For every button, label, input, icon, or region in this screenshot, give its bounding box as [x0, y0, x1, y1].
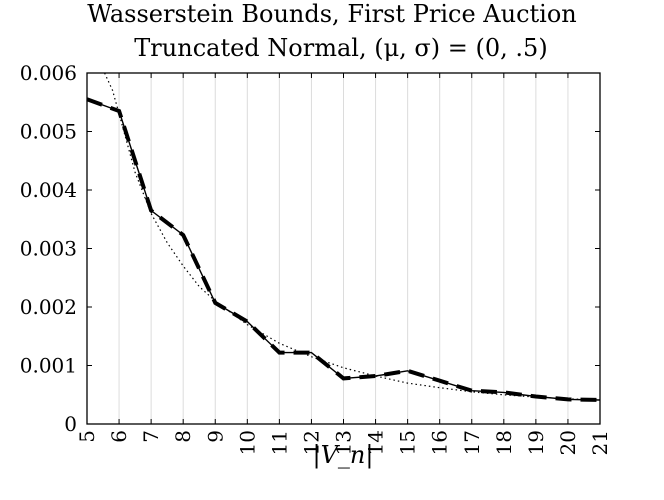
- x-tick-label: 20: [556, 430, 580, 455]
- x-tick-label: 16: [428, 430, 452, 455]
- x-tick-label: 14: [364, 430, 388, 455]
- y-tick-label: 0.003: [20, 237, 77, 261]
- series-line-dashed-thick: [86, 97, 601, 402]
- chart-title: Wasserstein Bounds, First Price Auction: [87, 0, 576, 28]
- y-tick-label: 0.001: [20, 354, 77, 378]
- y-tick-label: 0.004: [20, 178, 77, 202]
- y-tick-label: 0.002: [20, 295, 77, 319]
- x-tick-label: 18: [492, 430, 516, 455]
- chart-subtitle: Truncated Normal, (μ, σ) = (0, .5): [134, 34, 547, 62]
- x-tick-label: 11: [267, 430, 291, 455]
- x-axis-label: |V_n|: [313, 441, 374, 470]
- plot-series: [86, 72, 601, 402]
- y-axis: 0 0.001 0.002 0.003 0.004 0.005 0.006: [20, 61, 600, 436]
- grid-lines: [118, 73, 569, 424]
- x-axis: 5 6 7 8 9 10 11 12 13 14 15 16 17 18 19 20 21: [75, 73, 612, 455]
- x-tick-label: 15: [396, 430, 420, 455]
- x-tick-label: 10: [235, 430, 259, 455]
- x-tick-label: 19: [524, 430, 548, 455]
- x-tick-label: 8: [171, 430, 195, 443]
- y-tick-label: 0.005: [20, 120, 77, 144]
- series-line-dotted: [104, 72, 601, 401]
- x-tick-label: 6: [107, 430, 131, 443]
- x-tick-label: 17: [460, 430, 484, 455]
- x-tick-label: 12: [299, 430, 323, 455]
- x-tick-label: 5: [75, 430, 99, 443]
- x-tick-label: 21: [588, 430, 612, 455]
- y-tick-label: 0.006: [20, 61, 77, 85]
- x-tick-label: 7: [139, 430, 163, 443]
- y-tick-label: 0: [64, 412, 77, 436]
- x-tick-label: 9: [203, 430, 227, 443]
- x-tick-label: 13: [332, 430, 356, 455]
